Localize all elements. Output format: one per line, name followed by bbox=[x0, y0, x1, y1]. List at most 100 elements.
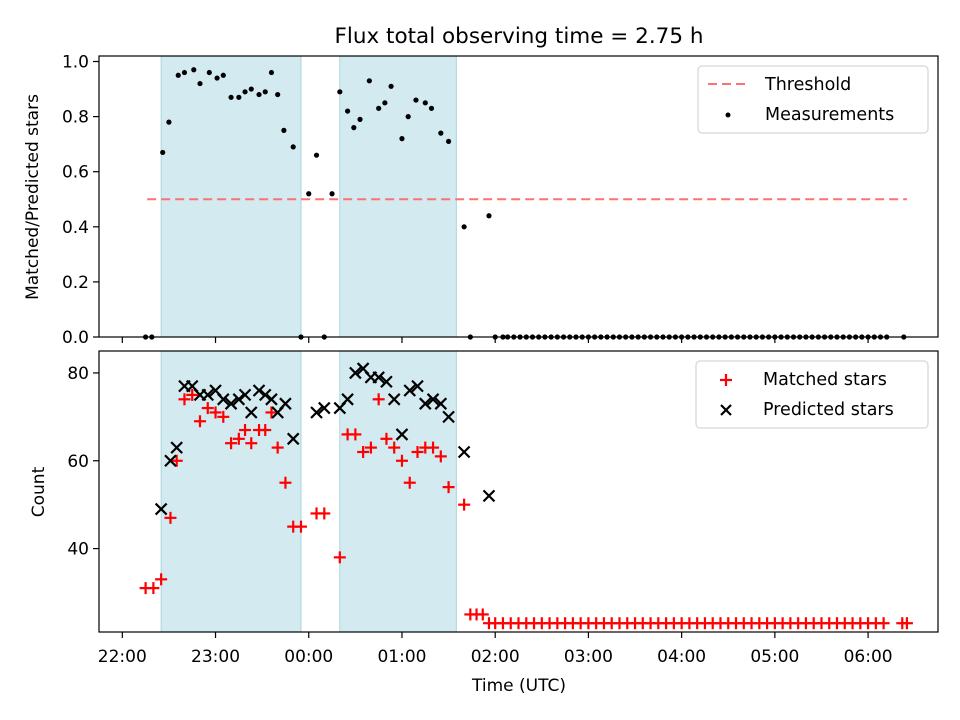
measurement-point bbox=[344, 108, 351, 114]
measurement-point bbox=[191, 67, 197, 73]
measurement-point bbox=[160, 149, 166, 156]
predicted-star-point bbox=[164, 454, 177, 468]
measurement-point bbox=[405, 114, 411, 120]
top-legend: Threshold Measurements bbox=[697, 65, 929, 134]
matched-star-point bbox=[147, 582, 160, 595]
panel-top: 0.0 0.2 0.4 0.6 0.8 1.0 Matched/Predicted sta… bbox=[23, 53, 939, 348]
matched-star-point bbox=[372, 393, 385, 406]
matched-star-point bbox=[349, 428, 362, 441]
x-tick-label: 02:00 bbox=[471, 647, 520, 667]
matched-star-point bbox=[380, 432, 393, 445]
measurement-point bbox=[268, 69, 275, 76]
y-tick-label: 0.0 bbox=[62, 328, 89, 348]
predicted-star-point bbox=[238, 388, 252, 402]
matched-star-point bbox=[217, 410, 230, 423]
matched-star-point bbox=[265, 406, 278, 419]
predicted-star-point bbox=[395, 428, 409, 441]
x-tick-label: 23:00 bbox=[191, 647, 240, 667]
top-ylabel: Matched/Predicted stars bbox=[23, 94, 43, 300]
bottom-points-layer bbox=[139, 362, 913, 630]
legend-threshold-label: Threshold bbox=[764, 75, 851, 95]
measurement-point bbox=[445, 138, 452, 145]
y-tick-label: 1.0 bbox=[62, 53, 89, 73]
matched-star-point bbox=[318, 507, 331, 520]
y-tick-label: 60 bbox=[67, 452, 89, 472]
chart-title: Flux total observing time = 2.75 h bbox=[335, 24, 704, 49]
measurement-point bbox=[399, 136, 405, 142]
y-tick-label: 0.2 bbox=[62, 273, 89, 293]
matched-star-point bbox=[434, 450, 447, 463]
legend-matched-label: Matched stars bbox=[763, 370, 887, 390]
matched-star-point bbox=[364, 441, 377, 454]
matched-star-point bbox=[458, 498, 471, 511]
shaded-interval-1 bbox=[160, 350, 302, 633]
top-axes-frame bbox=[98, 55, 939, 338]
measurement-point bbox=[376, 105, 382, 111]
measurement-point bbox=[214, 75, 220, 81]
matched-star-point bbox=[476, 608, 489, 621]
predicted-star-point bbox=[418, 397, 432, 410]
predicted-star-point bbox=[252, 384, 266, 397]
matched-star-point bbox=[232, 432, 245, 445]
measurement-point bbox=[262, 89, 268, 95]
bottom-xticks: 22:00 23:00 00:00 01:00 02:00 03:00 04:00 05:00… bbox=[98, 632, 893, 667]
top-shading-layer bbox=[160, 55, 457, 338]
measurement-point bbox=[242, 89, 248, 95]
matched-star-point bbox=[170, 454, 183, 467]
y-tick-label: 0.4 bbox=[62, 218, 89, 238]
measurement-point bbox=[197, 80, 203, 87]
predicted-star-point bbox=[154, 502, 168, 516]
predicted-star-point bbox=[434, 397, 448, 410]
measurement-point bbox=[329, 191, 335, 197]
x-tick-label: 05:00 bbox=[750, 647, 799, 667]
bottom-shading-layer bbox=[160, 350, 457, 633]
predicted-star-point bbox=[318, 401, 331, 415]
legend-predicted-swatch bbox=[720, 404, 732, 416]
predicted-star-point bbox=[310, 406, 323, 419]
predicted-star-point bbox=[482, 489, 496, 503]
predicted-star-point bbox=[341, 393, 354, 406]
bottom-legend-box bbox=[695, 360, 929, 429]
measurement-point bbox=[281, 127, 287, 133]
top-yticks: 0.0 0.2 0.4 0.6 0.8 1.0 bbox=[62, 53, 99, 348]
measurement-point bbox=[422, 100, 428, 106]
y-tick-label: 0.6 bbox=[62, 163, 89, 183]
y-tick-label: 80 bbox=[67, 364, 89, 384]
matched-star-point bbox=[239, 424, 252, 437]
predicted-star-point bbox=[426, 393, 440, 406]
predicted-star-point bbox=[286, 432, 300, 446]
measurement-point bbox=[248, 86, 254, 92]
matched-star-point bbox=[333, 551, 346, 564]
x-tick-label: 04:00 bbox=[657, 647, 706, 667]
matched-star-point bbox=[201, 402, 214, 415]
measurement-point bbox=[228, 94, 234, 100]
matched-star-point bbox=[279, 476, 292, 489]
matched-star-point bbox=[427, 441, 440, 454]
shaded-interval-1 bbox=[160, 55, 302, 338]
matched-star-point bbox=[357, 445, 370, 458]
measurement-point bbox=[306, 191, 312, 197]
predicted-star-point bbox=[279, 397, 292, 410]
bottom-legend: Matched stars Predicted stars bbox=[695, 360, 929, 429]
predicted-star-point bbox=[244, 406, 258, 419]
x-tick-label: 03:00 bbox=[564, 647, 613, 667]
measurement-point bbox=[313, 152, 320, 158]
top-points-layer bbox=[143, 67, 907, 340]
matched-star-point bbox=[294, 520, 307, 533]
predicted-star-point bbox=[224, 397, 238, 410]
matched-star-point bbox=[164, 511, 177, 524]
matched-star-point bbox=[259, 424, 272, 437]
panel-bottom: 40 60 80 22:00 23:00 00:00 01:00 02:00 03:00 04:… bbox=[29, 350, 939, 696]
predicted-star-point bbox=[380, 375, 393, 389]
shaded-interval-2 bbox=[339, 55, 457, 338]
predicted-star-point bbox=[217, 393, 230, 406]
measurement-point bbox=[351, 125, 357, 131]
matched-star-point bbox=[225, 437, 238, 450]
predicted-star-point bbox=[349, 366, 362, 380]
measurement-point bbox=[275, 91, 281, 98]
x-tick-label: 01:00 bbox=[377, 647, 426, 667]
predicted-star-point bbox=[403, 384, 417, 397]
predicted-star-point bbox=[265, 393, 278, 406]
matched-star-point bbox=[900, 617, 913, 630]
